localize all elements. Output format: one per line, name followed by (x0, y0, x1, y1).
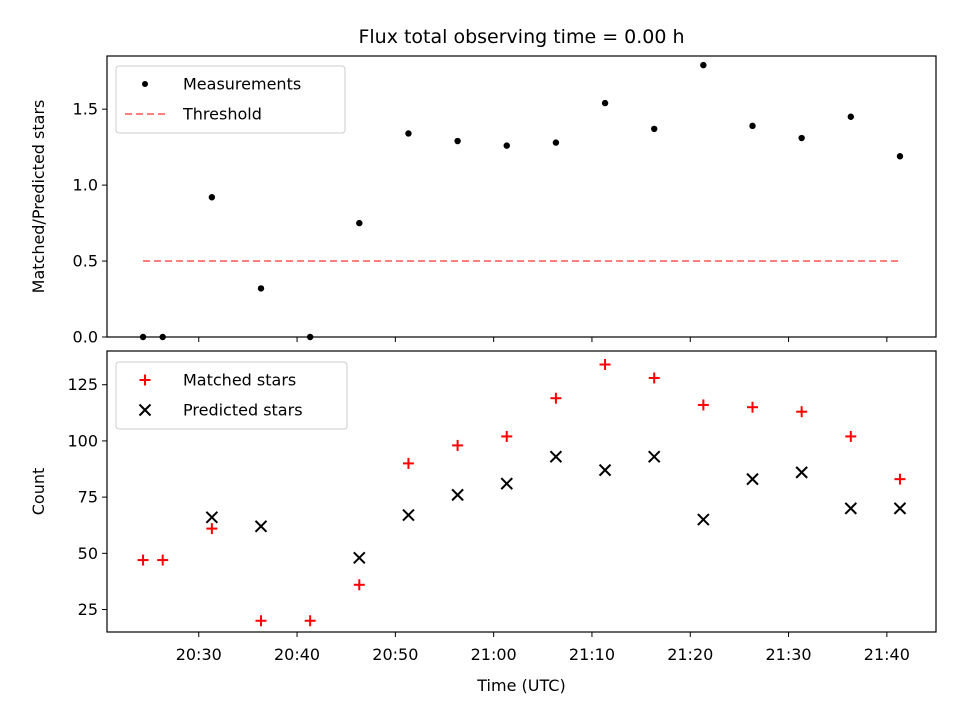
predicted-stars-point (353, 551, 366, 565)
top-y-tick-label: 0.5 (73, 252, 98, 271)
top-y-tick-label: 0.0 (73, 328, 98, 347)
measurement-point (454, 137, 461, 145)
measurement-point (139, 333, 147, 341)
top-legend-box (115, 65, 346, 134)
measurement-point (700, 61, 707, 69)
legend-label: Measurements (183, 75, 301, 94)
matched-stars-point (648, 372, 660, 384)
bottom-axes-frame (106, 350, 937, 633)
measurement-point (208, 194, 216, 201)
legend-measurements-marker (142, 81, 148, 87)
predicted-stars-point (205, 511, 219, 524)
matched-stars-point (501, 430, 513, 442)
measurement-point (503, 142, 510, 149)
predicted-stars-point (500, 477, 513, 490)
measurement-point (159, 333, 166, 341)
matched-stars-point (894, 473, 906, 485)
measurement-point (749, 122, 756, 130)
top-legend: Measurements Threshold (115, 65, 346, 134)
measurement-point (601, 99, 609, 107)
x-tick-label: 21:20 (667, 645, 713, 664)
top-panel: 0.0 0.5 1.0 1.5 Matched/Predicted stars Measu… (29, 55, 937, 347)
matched-stars-point (255, 615, 267, 627)
matched-stars-point (353, 579, 365, 591)
predicted-stars-point (844, 502, 858, 515)
legend-label: Predicted stars (183, 401, 303, 420)
bottom-y-axis-label: Count (29, 468, 48, 516)
measurement-point (405, 130, 412, 137)
x-tick-label: 21:00 (471, 645, 517, 664)
matched-stars-point (157, 554, 169, 566)
legend-matched-marker (139, 374, 151, 386)
legend-predicted-marker (138, 403, 152, 417)
bottom-legend: Matched stars Predicted stars (115, 361, 348, 430)
x-tick-label: 21:10 (569, 645, 615, 664)
x-axis-label: Time (UTC) (476, 676, 565, 695)
matched-stars-point (845, 430, 857, 442)
measurement-point (651, 125, 658, 133)
measurement-point (896, 153, 904, 160)
predicted-stars-point (746, 472, 759, 486)
predicted-stars-point (402, 508, 415, 522)
predicted-stars-point (893, 502, 907, 515)
measurement-point (306, 333, 314, 341)
measurement-point (356, 219, 363, 227)
predicted-stars-point (697, 513, 710, 526)
top-y-tick-label: 1.0 (73, 176, 98, 195)
top-axes-frame (106, 55, 937, 338)
bottom-y-tick-label: 25 (78, 600, 98, 619)
matched-stars-point (697, 399, 709, 411)
bottom-y-tick-label: 125 (67, 375, 98, 394)
x-tick-label: 21:40 (864, 645, 910, 664)
predicted-stars-point (451, 488, 464, 502)
top-y-tick-label: 1.5 (73, 100, 98, 119)
matched-stars-point (747, 401, 759, 413)
chart-title: Flux total observing time = 0.00 h (358, 26, 684, 48)
matched-stars-point (137, 554, 149, 566)
bottom-y-tick-label: 75 (78, 488, 98, 507)
matched-stars-point (304, 615, 316, 627)
matched-stars-point (550, 392, 562, 404)
matched-stars-point (599, 358, 611, 370)
bottom-y-tick-label: 100 (67, 431, 98, 450)
matched-stars-point (206, 523, 218, 535)
matched-stars-point (402, 457, 414, 469)
matched-stars-point (796, 406, 808, 418)
matched-stars-point (452, 439, 464, 451)
measurement-point (257, 285, 265, 292)
x-tick-label: 20:30 (176, 645, 222, 664)
predicted-stars-point (647, 450, 661, 463)
predicted-stars-point (254, 520, 268, 533)
x-tick-label: 21:30 (765, 645, 811, 664)
measurement-point (552, 139, 560, 146)
predicted-stars-point (549, 450, 563, 463)
x-tick-label: 20:40 (274, 645, 320, 664)
measurement-point (798, 134, 805, 142)
top-y-axis-label: Matched/Predicted stars (29, 100, 48, 294)
bottom-y-tick-label: 50 (78, 544, 98, 563)
bottom-legend-box (115, 361, 348, 430)
x-tick-label: 20:50 (372, 645, 418, 664)
legend-label: Matched stars (183, 371, 296, 390)
legend-label: Threshold (182, 105, 262, 124)
measurement-point (847, 113, 855, 120)
predicted-stars-point (598, 463, 612, 477)
bottom-panel: 25 50 75 100 125 20:30 20:40 20:50 21:00 21:10 21:… (29, 350, 937, 664)
predicted-stars-point (795, 466, 808, 479)
